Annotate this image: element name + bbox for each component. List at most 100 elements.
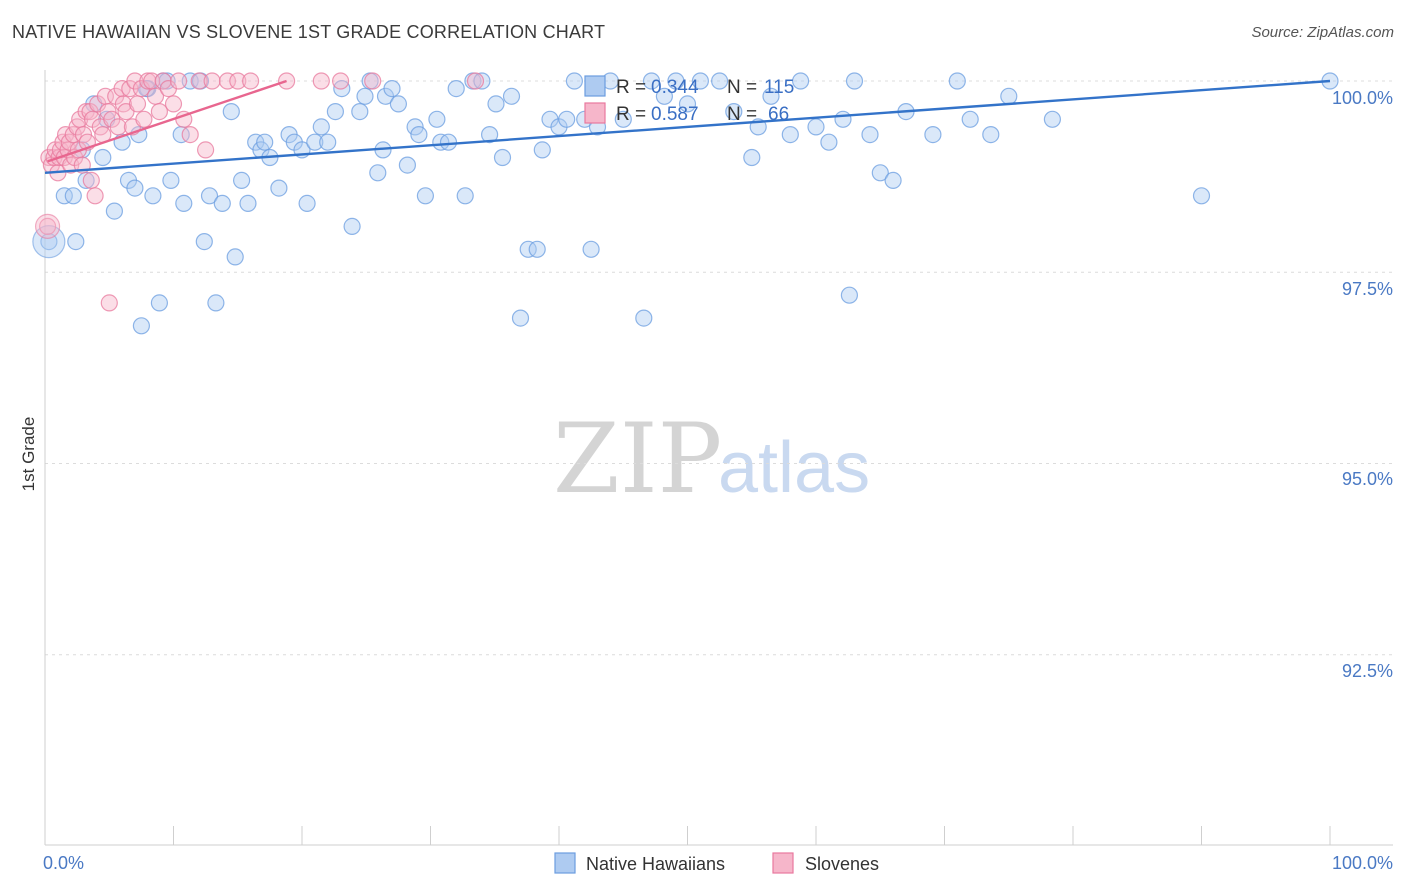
point-native-hawaiians: [55, 187, 73, 205]
point-native-hawaiians: [1192, 187, 1211, 205]
point-native-hawaiians: [312, 118, 330, 136]
legend-n-label-native-hawaiians: N =: [727, 77, 757, 98]
chart-title: NATIVE HAWAIIAN VS SLOVENE 1ST GRADE COR…: [12, 22, 606, 42]
bottom-legend-swatch-slovenes: [772, 852, 794, 874]
point-native-hawaiians: [326, 102, 344, 121]
point-native-hawaiians: [351, 102, 369, 121]
point-slovenes: [150, 102, 168, 121]
x-tick-label-min: 0.0%: [43, 853, 84, 873]
point-native-hawaiians: [410, 126, 428, 144]
point-native-hawaiians: [961, 110, 979, 128]
y-axis-title: 1st Grade: [19, 417, 38, 492]
point-native-hawaiians: [1000, 87, 1018, 105]
point-slovenes: [82, 171, 100, 189]
point-native-hawaiians: [175, 194, 193, 212]
point-native-hawaiians: [456, 187, 474, 205]
y-tick-label-92-5: 92.5%: [1342, 661, 1393, 681]
point-native-hawaiians: [398, 156, 416, 174]
legend-r-label-slovenes: R =: [616, 104, 646, 125]
legend-swatch-native-hawaiians: [584, 75, 606, 97]
point-native-hawaiians: [519, 240, 537, 258]
point-native-hawaiians: [667, 72, 685, 90]
point-native-hawaiians: [884, 171, 902, 189]
point-native-hawaiians: [416, 187, 434, 205]
point-native-hawaiians: [725, 102, 743, 121]
point-slovenes: [128, 95, 147, 113]
stats-legend: R = 0.344 N = 115 R = 0.587 N = 66: [584, 75, 794, 125]
point-slovenes: [332, 72, 350, 90]
point-native-hawaiians: [493, 148, 512, 167]
point-native-hawaiians: [982, 126, 1000, 144]
point-native-hawaiians: [582, 240, 600, 258]
point-slovenes: [242, 72, 260, 90]
point-native-hawaiians: [845, 72, 864, 90]
point-native-hawaiians: [150, 294, 168, 312]
point-native-hawaiians: [743, 148, 761, 167]
point-native-hawaiians: [144, 187, 162, 205]
point-native-hawaiians: [655, 87, 674, 105]
watermark-zip: ZIP: [553, 403, 722, 515]
point-native-hawaiians: [762, 87, 780, 105]
point-native-hawaiians: [207, 294, 225, 312]
point-native-hawaiians: [502, 87, 521, 105]
point-native-hawaiians: [222, 102, 240, 121]
point-native-hawaiians: [781, 126, 799, 144]
point-native-hawaiians: [389, 95, 407, 113]
point-native-hawaiians: [791, 72, 810, 90]
point-native-hawaiians: [710, 72, 729, 90]
point-slovenes: [135, 110, 153, 128]
point-native-hawaiians: [834, 110, 852, 128]
point-native-hawaiians: [233, 171, 251, 189]
point-native-hawaiians: [840, 286, 859, 304]
legend-r-value-native-hawaiians: 0.344: [651, 77, 699, 98]
point-native-hawaiians: [428, 110, 446, 128]
bottom-legend-label-slovenes: Slovenes: [805, 854, 879, 874]
point-slovenes: [38, 217, 57, 235]
gridlines: [45, 80, 1393, 656]
point-native-hawaiians: [369, 164, 387, 182]
point-native-hawaiians: [270, 179, 288, 197]
point-native-hawaiians: [298, 194, 316, 212]
point-native-hawaiians: [383, 79, 401, 98]
axes: [44, 70, 1393, 846]
point-native-hawaiians: [473, 72, 491, 90]
point-native-hawaiians: [691, 72, 710, 90]
point-native-hawaiians: [487, 95, 505, 113]
y-tick-label-100: 100.0%: [1332, 88, 1393, 108]
point-slovenes: [164, 95, 183, 113]
point-native-hawaiians: [558, 110, 576, 128]
point-native-hawaiians: [239, 194, 257, 212]
legend-swatch-slovenes: [584, 102, 606, 124]
legend-n-value-native-hawaiians: 115: [764, 77, 794, 98]
point-slovenes: [229, 72, 247, 90]
point-slovenes: [466, 72, 485, 90]
point-slovenes-large: [34, 213, 61, 239]
trend-lines: [44, 79, 1331, 174]
series-slovenes: [34, 72, 485, 312]
point-native-hawaiians: [678, 95, 697, 113]
point-native-hawaiians: [820, 133, 838, 151]
y-tick-label-95: 95.0%: [1342, 469, 1393, 489]
point-native-hawaiians: [195, 233, 213, 251]
point-native-hawaiians: [64, 187, 82, 205]
x-tick-label-max: 100.0%: [1332, 853, 1393, 873]
bottom-legend-swatch-native-hawaiians: [554, 852, 576, 874]
point-native-hawaiians: [871, 164, 889, 182]
point-native-hawaiians: [343, 217, 361, 235]
point-slovenes: [278, 72, 296, 90]
point-native-hawaiians: [635, 309, 653, 327]
point-slovenes: [109, 118, 127, 136]
point-slovenes: [100, 294, 118, 312]
point-native-hawaiians: [861, 126, 879, 144]
trend-line-slovenes: [47, 79, 287, 163]
series-legend: Native Hawaiians Slovenes: [554, 852, 879, 874]
point-native-hawaiians: [533, 141, 551, 159]
source-label: Source: ZipAtlas.com: [1251, 24, 1394, 41]
point-native-hawaiians: [511, 309, 530, 327]
point-native-hawaiians: [447, 79, 465, 98]
point-native-hawaiians: [200, 187, 219, 205]
point-slovenes: [190, 72, 208, 90]
point-native-hawaiians: [226, 248, 244, 266]
point-native-hawaiians: [213, 194, 231, 212]
